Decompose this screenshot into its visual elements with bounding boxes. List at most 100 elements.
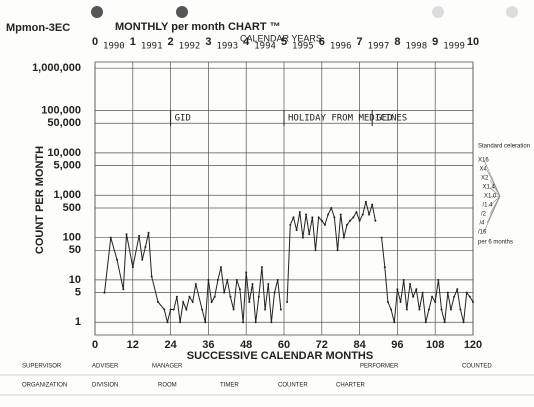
binder-hole	[91, 6, 103, 18]
data-point	[468, 295, 471, 298]
data-point	[232, 308, 235, 311]
data-point	[383, 266, 386, 269]
data-point	[393, 321, 396, 324]
x-tick-label: 12	[127, 339, 139, 351]
data-point	[257, 295, 260, 298]
form-label: SUPERVISOR	[22, 364, 62, 370]
data-point	[279, 308, 282, 311]
form-label: DIVISION	[92, 383, 118, 389]
year-number: 8	[394, 36, 400, 48]
celeration-label: X2	[481, 176, 489, 182]
data-point	[210, 301, 213, 304]
data-point	[308, 233, 311, 236]
data-point	[412, 295, 415, 298]
data-point	[380, 236, 383, 239]
binder-hole	[506, 6, 518, 18]
data-point	[396, 288, 399, 291]
binder-hole	[176, 6, 188, 18]
form-label: ROOM	[158, 383, 177, 389]
data-point	[368, 213, 371, 216]
top-axis-label: CALENDAR YEARS	[240, 33, 322, 43]
x-tick-label: 0	[92, 339, 98, 351]
data-point	[131, 266, 134, 269]
data-point	[465, 291, 468, 294]
data-point	[238, 288, 241, 291]
data-point	[330, 206, 333, 209]
data-point	[424, 321, 427, 324]
data-point	[144, 245, 147, 248]
data-point	[472, 301, 474, 304]
year-number: 6	[319, 36, 325, 48]
data-point	[459, 308, 462, 311]
data-point	[229, 295, 232, 298]
form-label: COUNTER	[278, 383, 308, 389]
y-tick-label: 50,000	[47, 117, 81, 129]
data-point	[358, 219, 361, 222]
data-point	[147, 231, 150, 234]
form-label: CHARTER	[336, 383, 366, 389]
data-point	[346, 223, 348, 226]
y-tick-label: 1	[75, 316, 81, 328]
data-point	[352, 216, 355, 219]
data-point	[323, 223, 326, 226]
data-point	[446, 291, 449, 294]
data-point	[122, 288, 125, 291]
x-tick-label: 48	[240, 339, 252, 351]
data-point	[399, 301, 402, 304]
data-point	[320, 219, 323, 222]
y-tick-label: 500	[63, 202, 81, 214]
chart-title: MONTHLY per month CHART ™	[115, 21, 281, 33]
data-point	[295, 229, 298, 232]
data-point	[427, 308, 430, 311]
data-point	[431, 295, 434, 298]
data-point	[220, 266, 222, 269]
year-number: 5	[281, 36, 287, 48]
celeration-title: Standard celeration	[478, 144, 530, 150]
data-point	[276, 278, 279, 281]
year-label: 1997	[368, 42, 390, 52]
year-label: 1994	[254, 42, 276, 52]
data-point	[141, 258, 144, 261]
year-label: 1995	[292, 42, 314, 52]
data-point	[292, 216, 295, 219]
data-point	[116, 258, 119, 261]
year-number: 2	[168, 36, 174, 48]
y-tick-label: 1,000	[53, 189, 81, 201]
data-point	[390, 308, 393, 311]
y-tick-label: 10	[69, 274, 81, 286]
data-point	[349, 219, 352, 222]
data-point	[361, 213, 364, 216]
celeration-label: /2	[481, 212, 487, 218]
data-point	[415, 288, 418, 291]
data-point	[339, 213, 342, 216]
data-point	[201, 308, 204, 311]
data-point	[409, 283, 411, 286]
data-point	[163, 308, 166, 311]
data-point	[386, 301, 389, 304]
year-label: 1999	[443, 42, 465, 52]
y-tick-label: 100,000	[41, 104, 81, 116]
data-point	[301, 236, 304, 239]
form-label: ADVISER	[92, 364, 119, 370]
binder-hole	[432, 6, 444, 18]
x-axis-label: SUCCESSIVE CALENDAR MONTHS	[187, 350, 373, 362]
data-point	[449, 308, 452, 311]
year-number: 10	[467, 36, 479, 48]
form-label: MANAGER	[152, 364, 183, 370]
x-tick-label: 120	[464, 339, 482, 351]
celeration-label: /16	[478, 230, 487, 236]
data-point	[194, 283, 197, 286]
data-point	[286, 301, 289, 304]
data-point	[213, 295, 216, 298]
data-point	[371, 203, 374, 206]
celeration-label: X16	[478, 158, 489, 164]
x-tick-label: 72	[316, 339, 328, 351]
data-point	[245, 271, 248, 274]
data-point	[242, 321, 245, 324]
data-point	[402, 278, 405, 281]
data-point	[443, 321, 446, 324]
chart-id: Mpmon-3EC	[6, 22, 70, 34]
data-point	[374, 219, 377, 222]
year-number: 9	[432, 36, 438, 48]
